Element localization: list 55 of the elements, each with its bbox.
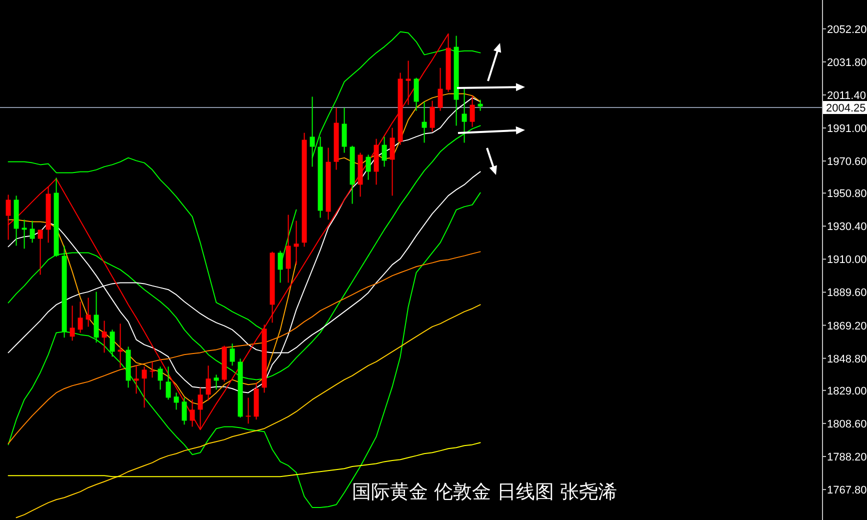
y-tick-label: 1829.00 (827, 385, 867, 398)
ref-line-label: 2004.25 (826, 102, 866, 114)
candlestick (38, 229, 43, 276)
candlestick (182, 397, 187, 426)
y-tick-label: 2052.20 (827, 24, 867, 36)
candlestick (422, 101, 427, 144)
candlestick (110, 329, 115, 358)
y-tick-label: 1991.00 (827, 122, 867, 135)
y-tick-label: 1767.80 (827, 484, 867, 497)
candlestick (230, 343, 235, 366)
y-tick-label: 1930.40 (827, 221, 867, 234)
line-series (8, 442, 481, 478)
candlestick (166, 366, 171, 400)
candlestick (278, 250, 283, 284)
y-tick-label: 1788.20 (827, 452, 867, 464)
y-tick-label: 1910.00 (827, 254, 867, 266)
candlestick (134, 365, 139, 394)
y-tick-label: 1869.20 (827, 320, 867, 332)
candlestick (286, 214, 291, 284)
candlestick (470, 95, 475, 128)
candlestick (78, 301, 83, 334)
y-tick-label: 2011.40 (827, 90, 866, 102)
candlestick (310, 96, 315, 168)
y-tick-label: 1970.60 (827, 156, 867, 168)
y-tick-label: 1808.60 (827, 418, 867, 430)
candlestick (246, 397, 251, 424)
line-series (8, 251, 481, 444)
candlestick (30, 220, 35, 244)
candlestick (190, 399, 195, 428)
candlestick (214, 374, 219, 390)
candlestick (102, 320, 107, 354)
candlestick (70, 305, 75, 342)
candlestick (382, 136, 387, 168)
y-tick-label: 1848.80 (827, 353, 867, 366)
candlestick (142, 366, 147, 408)
candlestick (294, 220, 299, 266)
candlestick (438, 67, 443, 112)
candlestick (158, 366, 163, 390)
candlestick (430, 100, 435, 132)
candlestick (414, 77, 419, 112)
candlestick (406, 60, 411, 106)
candlestick (390, 127, 395, 196)
candlestick (150, 361, 155, 378)
candlestick (366, 154, 371, 180)
y-tick-label: 1889.60 (827, 287, 867, 300)
annotation: 国际黄金 伦敦金 日线图 张尧浠 (352, 481, 618, 503)
candlestick (86, 297, 91, 328)
candlestick (342, 107, 347, 154)
candlestick (174, 392, 179, 410)
y-tick-label: 2031.80 (827, 56, 867, 69)
candlestick (118, 323, 123, 368)
candlestick (478, 99, 483, 112)
candlestick (206, 365, 211, 402)
y-tick-label: 1950.80 (827, 188, 867, 200)
candlestick (94, 291, 99, 344)
